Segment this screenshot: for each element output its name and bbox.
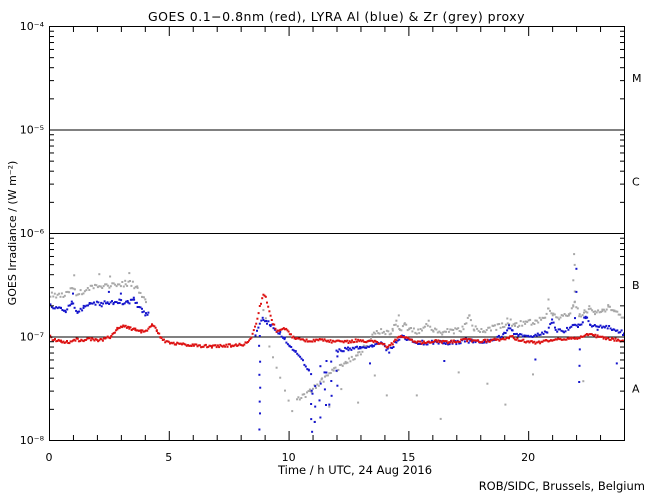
y-tick-label: 10⁻⁸ (20, 434, 45, 447)
flare-class-boundary-lines (49, 129, 624, 338)
y-tick-label: 10⁻⁷ (20, 331, 44, 344)
tick-labels: 0 5 10 15 20 10⁻⁴ 10⁻⁵ 10⁻⁶ 10⁻⁷ 10⁻⁸ (20, 20, 535, 464)
x-tick-label: 20 (521, 451, 535, 464)
y-tick-label: 10⁻⁴ (20, 20, 45, 33)
series-goes-red (49, 293, 624, 349)
y-tick-label: 10⁻⁵ (20, 124, 44, 137)
axis-box (49, 26, 625, 441)
series-lyra-al-blue (49, 267, 624, 433)
credit-text: ROB/SIDC, Brussels, Belgium (478, 479, 645, 493)
x-tick-label: 15 (401, 451, 415, 464)
flare-class-label: B (632, 279, 640, 292)
series-lyra-zr-grey (49, 253, 624, 423)
axis-ticks (49, 26, 625, 441)
x-axis-title: Time / h UTC, 24 Aug 2016 (277, 463, 433, 477)
flare-class-label: A (632, 382, 640, 395)
x-tick-label: 5 (165, 451, 172, 464)
flare-class-label: C (632, 175, 640, 188)
x-tick-label: 10 (282, 451, 296, 464)
y-tick-label: 10⁻⁶ (20, 227, 45, 240)
x-tick-label: 0 (46, 451, 53, 464)
chart-title: GOES 0.1−0.8nm (red), LYRA Al (blue) & Z… (147, 9, 526, 24)
flare-class-label: M (632, 72, 642, 85)
flare-class-labels: M C B A (632, 72, 642, 396)
